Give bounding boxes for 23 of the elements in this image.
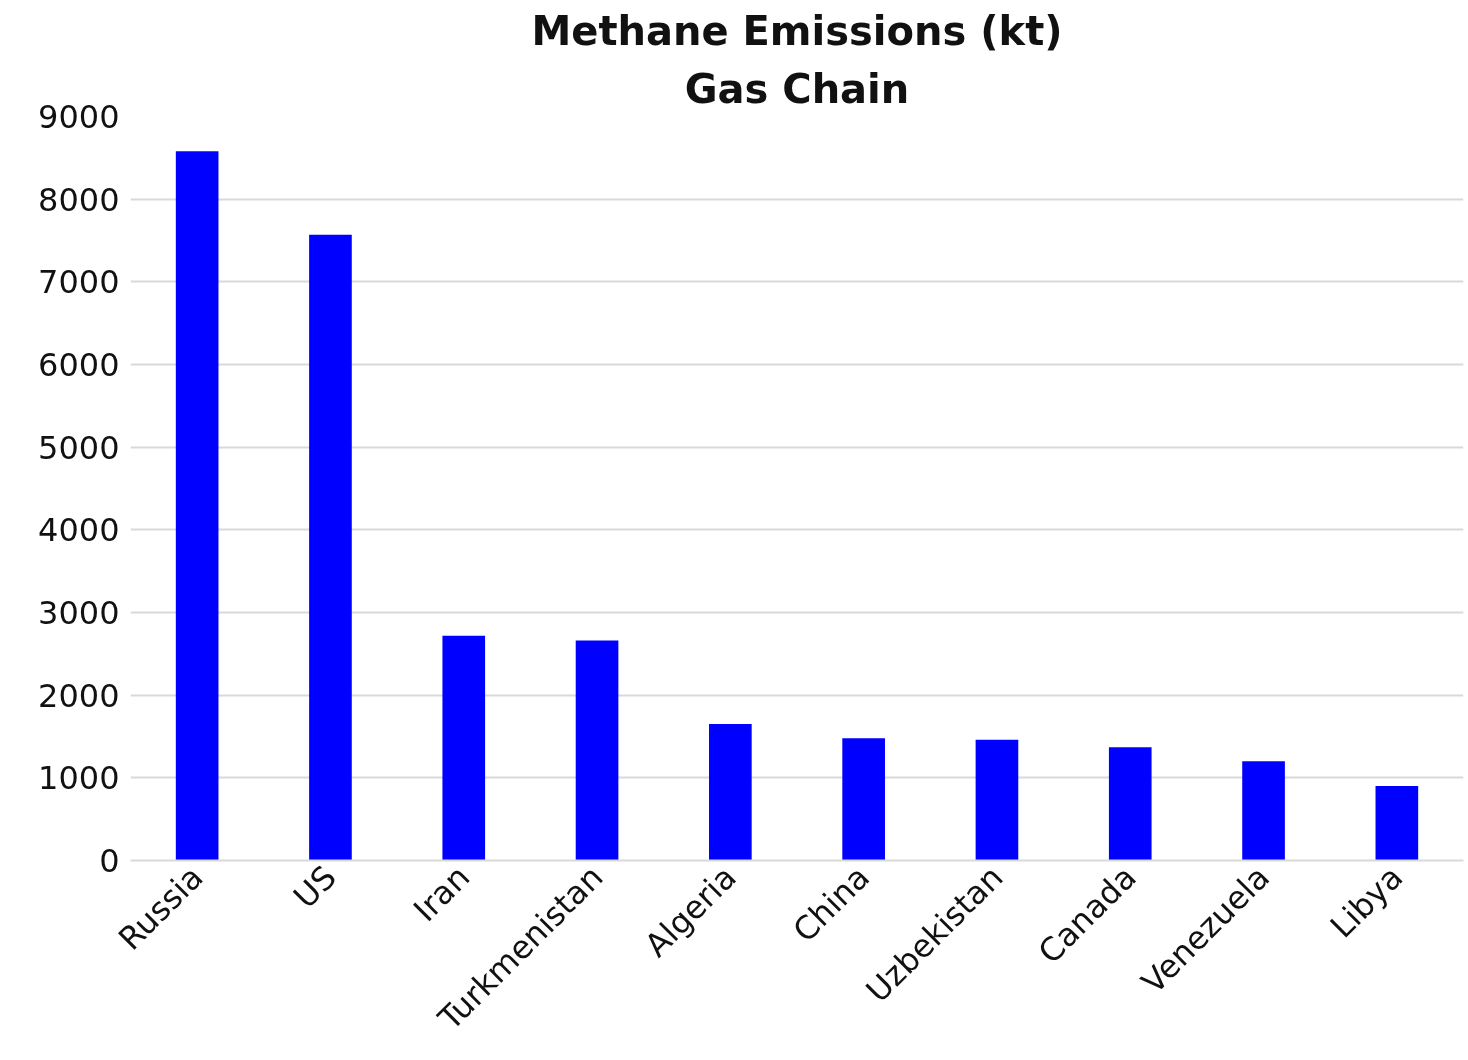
bar <box>842 738 885 861</box>
bar <box>1242 761 1285 861</box>
y-tick-label: 5000 <box>38 428 120 467</box>
y-tick-label: 6000 <box>38 346 120 384</box>
bar <box>1375 786 1419 861</box>
bar <box>709 724 752 861</box>
y-tick-label: 1000 <box>38 759 120 798</box>
y-tick-label: 7000 <box>38 263 120 302</box>
bar <box>575 640 619 861</box>
y-tick-label: 8000 <box>38 180 120 219</box>
x-tick-label: US <box>286 858 344 916</box>
bar <box>1108 747 1152 861</box>
bar <box>975 739 1019 861</box>
y-tick-label: 2000 <box>38 676 120 715</box>
chart-title: Methane Emissions (kt) <box>531 7 1063 54</box>
bar <box>309 234 352 861</box>
chart-subtitle: Gas Chain <box>684 65 910 112</box>
bar <box>175 151 219 861</box>
y-tick-label: 4000 <box>38 511 120 550</box>
bar <box>442 635 486 861</box>
y-tick-label: 0 <box>99 842 120 880</box>
y-tick-label: 3000 <box>38 594 120 632</box>
y-tick-label: 9000 <box>38 98 120 136</box>
